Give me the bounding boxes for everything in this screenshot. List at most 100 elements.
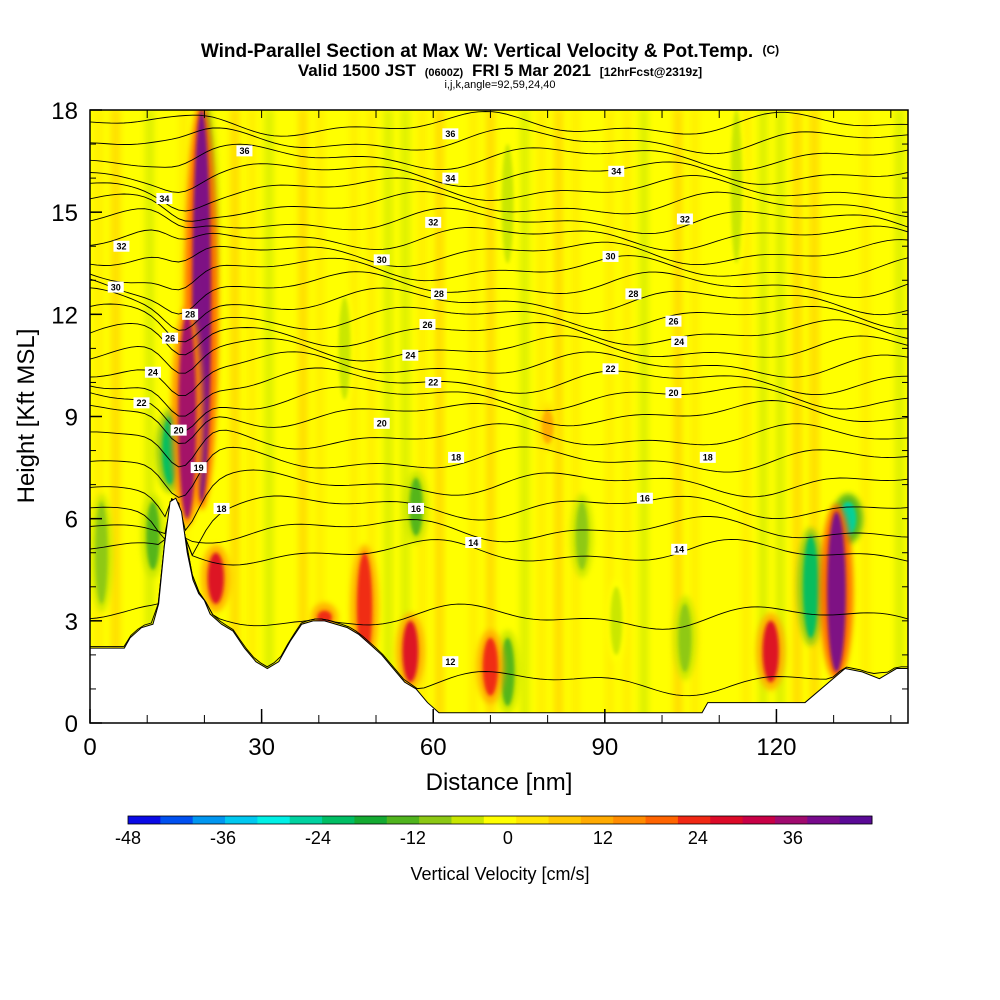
contour-label-bg: [236, 145, 253, 157]
colorbar-swatch: [451, 816, 485, 824]
contour-label-bg: [602, 363, 619, 375]
field-stripe: [144, 110, 155, 723]
chart-title: Wind-Parallel Section at Max W: Vertical…: [201, 41, 779, 62]
contour-label-bg: [665, 387, 682, 399]
theta-contour-line: [90, 271, 908, 315]
downdraft-cell: [610, 586, 623, 655]
theta-contour-line: [90, 255, 908, 291]
theta-contour-label: 32: [116, 242, 126, 252]
updraft-cell: [482, 637, 499, 696]
y-tick-label: 3: [65, 609, 78, 636]
colorbar-swatch: [322, 816, 355, 824]
field-stripe: [366, 110, 377, 723]
contour-label-bg: [442, 656, 459, 668]
x-tick-label: 30: [248, 734, 275, 761]
contour-label-bg: [170, 424, 187, 436]
contour-label-bg: [442, 128, 459, 140]
field-stripe: [792, 110, 803, 723]
y-tick-label: 15: [51, 200, 78, 227]
colorbar-swatch: [613, 816, 647, 824]
colorbar: -48 -36 -24 -12 0 12 24 36: [115, 815, 873, 848]
downdraft-cell: [678, 603, 692, 672]
contour-label-bg: [636, 492, 653, 504]
theta-contour-label: 22: [428, 378, 438, 388]
field-stripe: [877, 110, 888, 723]
y-axis-title: Height [Kft MSL]: [13, 329, 40, 504]
chart-subtitle-indices: i,j,k,angle=92,59,24,40: [444, 79, 555, 91]
x-tick-label: 60: [420, 734, 447, 761]
colorbar-tick-label: -24: [305, 828, 331, 848]
colorbar-swatch: [257, 816, 291, 824]
field-stripe: [843, 110, 854, 723]
colorbar-tick-label: 24: [688, 828, 708, 848]
x-axis: 0 30 60 90 120: [83, 110, 892, 761]
colorbar-tick-label: 36: [783, 828, 803, 848]
contour-label-bg: [425, 376, 442, 388]
field-stripe: [263, 110, 274, 723]
contour-label-bg: [448, 451, 465, 463]
theta-contour-label: 26: [668, 316, 678, 326]
contour-label-bg: [156, 193, 173, 205]
theta-contour-line: [90, 127, 908, 155]
downdraft-cell: [803, 535, 819, 638]
contour-label-bg: [602, 250, 619, 262]
theta-contour-label: 36: [445, 129, 455, 139]
x-axis-title: Distance [nm]: [426, 769, 573, 796]
field-stripe: [485, 110, 496, 723]
theta-contour-label: 32: [428, 218, 438, 228]
field-stripe: [672, 110, 683, 723]
field-stripe: [434, 110, 445, 723]
contour-label-bg: [625, 288, 642, 300]
field-stripe: [587, 110, 598, 723]
theta-contour-label: 16: [640, 494, 650, 504]
theta-contour-line: [90, 191, 908, 222]
downdraft-cell: [501, 144, 514, 264]
colorbar-swatch: [386, 816, 420, 824]
theta-contour-line: [90, 143, 908, 171]
theta-contour-label: 14: [468, 538, 478, 548]
contour-label-bg: [608, 165, 625, 177]
contour-label-bg: [699, 451, 716, 463]
theta-contour-line: [90, 303, 908, 343]
contour-label-bg: [144, 366, 161, 378]
field-stripe: [775, 110, 786, 723]
colorbar-tick-label: -48: [115, 828, 141, 848]
contour-label-bg: [213, 502, 230, 514]
theta-contour-line: [90, 111, 908, 137]
theta-contour-label: 36: [239, 146, 249, 156]
colorbar-swatch: [483, 816, 517, 824]
field-stripe: [707, 110, 718, 723]
colorbar-tick-label: -36: [210, 828, 236, 848]
colorbar-swatch: [645, 816, 679, 824]
theta-contour-line: [90, 351, 908, 397]
theta-contour-line: [90, 319, 908, 356]
field-stripe: [604, 110, 615, 723]
field-stripe: [400, 110, 411, 723]
colorbar-swatch: [548, 816, 582, 824]
field-stripe: [894, 110, 905, 723]
contour-label-bg: [425, 216, 442, 228]
colorbar-swatch: [289, 816, 323, 824]
colorbar-swatch: [354, 816, 388, 824]
y-tick-label: 18: [51, 98, 78, 125]
field-stripe: [519, 110, 530, 723]
field-stripe: [127, 110, 138, 723]
chart-subtitle: Valid 1500 JST (0600Z) FRI 5 Mar 2021 [1…: [298, 61, 702, 80]
field-stripe: [621, 110, 632, 723]
plot-area: 12 14 14 16 16 18 18 18 19 20 20 20 22 22 22 24 24 24 26 26…: [90, 110, 908, 723]
field-stripe: [741, 110, 752, 723]
terrain-mask: [90, 497, 908, 723]
colorbar-swatch: [225, 816, 258, 824]
field-stripe: [417, 110, 428, 723]
downdraft-cell: [338, 297, 351, 400]
field-stripe: [758, 110, 769, 723]
theta-contour-label: 22: [606, 364, 616, 374]
field-stripe: [246, 110, 257, 723]
field-stripe: [655, 110, 666, 723]
contour-label-bg: [419, 319, 436, 331]
theta-contour-label: 26: [165, 333, 175, 343]
theta-contour-label: 18: [703, 453, 713, 463]
contour-label-bg: [442, 172, 459, 184]
contour-label-bg: [465, 537, 482, 549]
downdraft-cell: [500, 637, 515, 706]
